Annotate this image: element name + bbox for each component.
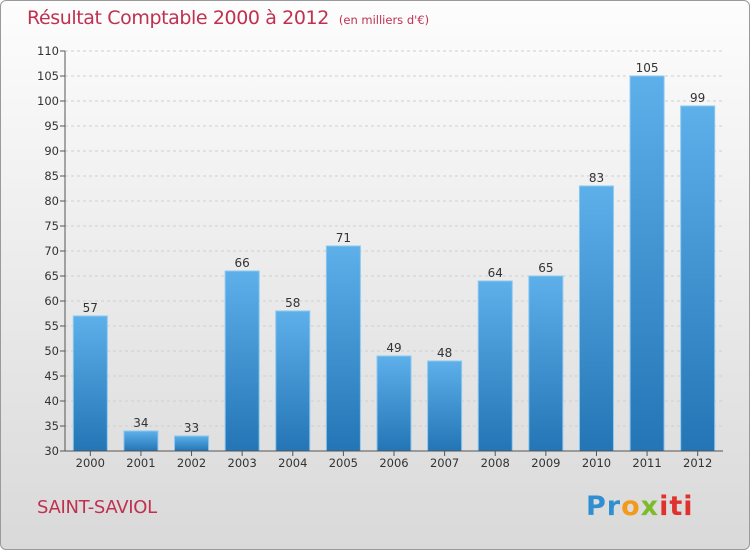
y-tick-label: 40: [44, 394, 59, 408]
logo-part-3: x: [640, 491, 660, 522]
y-tick-label: 105: [37, 69, 59, 83]
bar-2009: [528, 275, 564, 452]
data-label-2012: 99: [690, 91, 705, 105]
bar-2005: [325, 245, 361, 452]
x-tick-label-2001: 2001: [126, 456, 155, 470]
bar-2008: [477, 280, 513, 452]
y-tick-label: 90: [44, 144, 59, 158]
bar-2003: [224, 270, 260, 452]
y-tick-label: 110: [37, 44, 59, 58]
y-tick-label: 50: [44, 344, 59, 358]
commune-name: SAINT-SAVIOL: [37, 497, 157, 518]
data-label-2009: 65: [538, 261, 553, 275]
bar-2002: [174, 435, 210, 452]
x-tick-label-2012: 2012: [683, 456, 712, 470]
bar-2000: [72, 315, 108, 452]
data-label-2008: 64: [488, 266, 503, 280]
logo-part-1: Pr: [586, 491, 622, 522]
data-label-2005: 71: [336, 231, 351, 245]
x-tick-label-2009: 2009: [531, 456, 560, 470]
bar-2004: [275, 310, 311, 452]
x-tick-label-2004: 2004: [278, 456, 307, 470]
data-label-2003: 66: [235, 256, 250, 270]
data-label-2000: 57: [83, 301, 98, 315]
y-tick-label: 45: [44, 369, 59, 383]
y-tick-label: 35: [44, 419, 59, 433]
x-tick-label-2010: 2010: [582, 456, 611, 470]
y-tick-label: 95: [44, 119, 59, 133]
x-tick-label-2006: 2006: [379, 456, 408, 470]
bar-2007: [427, 360, 463, 452]
x-tick-label-2011: 2011: [632, 456, 661, 470]
x-tick-label-2007: 2007: [430, 456, 459, 470]
logo-part-2: o: [621, 491, 641, 522]
data-label-2010: 83: [589, 171, 604, 185]
y-tick-label: 80: [44, 194, 59, 208]
bar-2006: [376, 355, 412, 452]
y-tick-label: 65: [44, 269, 59, 283]
y-tick-label: 55: [44, 319, 59, 333]
chart-subtitle: (en milliers d'€): [338, 13, 430, 27]
y-tick-label: 75: [44, 219, 59, 233]
bar-2010: [578, 185, 614, 452]
x-tick-label-2005: 2005: [329, 456, 358, 470]
y-tick-label: 100: [37, 94, 59, 108]
y-tick-label: 85: [44, 169, 59, 183]
bar-2001: [123, 430, 159, 452]
logo-part-4: iti: [659, 491, 694, 522]
data-label-2006: 49: [386, 341, 401, 355]
x-tick-label-2000: 2000: [76, 456, 105, 470]
y-tick-label: 70: [44, 244, 59, 258]
chart-title-row: Résultat Comptable 2000 à 2012 (en millie…: [27, 7, 429, 29]
bar-2011: [629, 75, 665, 452]
data-label-2001: 34: [133, 416, 148, 430]
x-tick-label-2003: 2003: [228, 456, 257, 470]
data-label-2002: 33: [184, 421, 199, 435]
bar-2012: [680, 105, 716, 452]
y-tick-label: 30: [44, 444, 59, 458]
x-tick-label-2008: 2008: [481, 456, 510, 470]
chart-title: Résultat Comptable 2000 à 2012: [27, 7, 329, 29]
data-label-2011: 105: [636, 61, 659, 75]
y-tick-label: 60: [44, 294, 59, 308]
data-label-2004: 58: [285, 296, 300, 310]
proxiti-logo[interactable]: Proxiti: [586, 491, 694, 522]
x-tick-label-2002: 2002: [177, 456, 206, 470]
data-label-2007: 48: [437, 346, 452, 360]
